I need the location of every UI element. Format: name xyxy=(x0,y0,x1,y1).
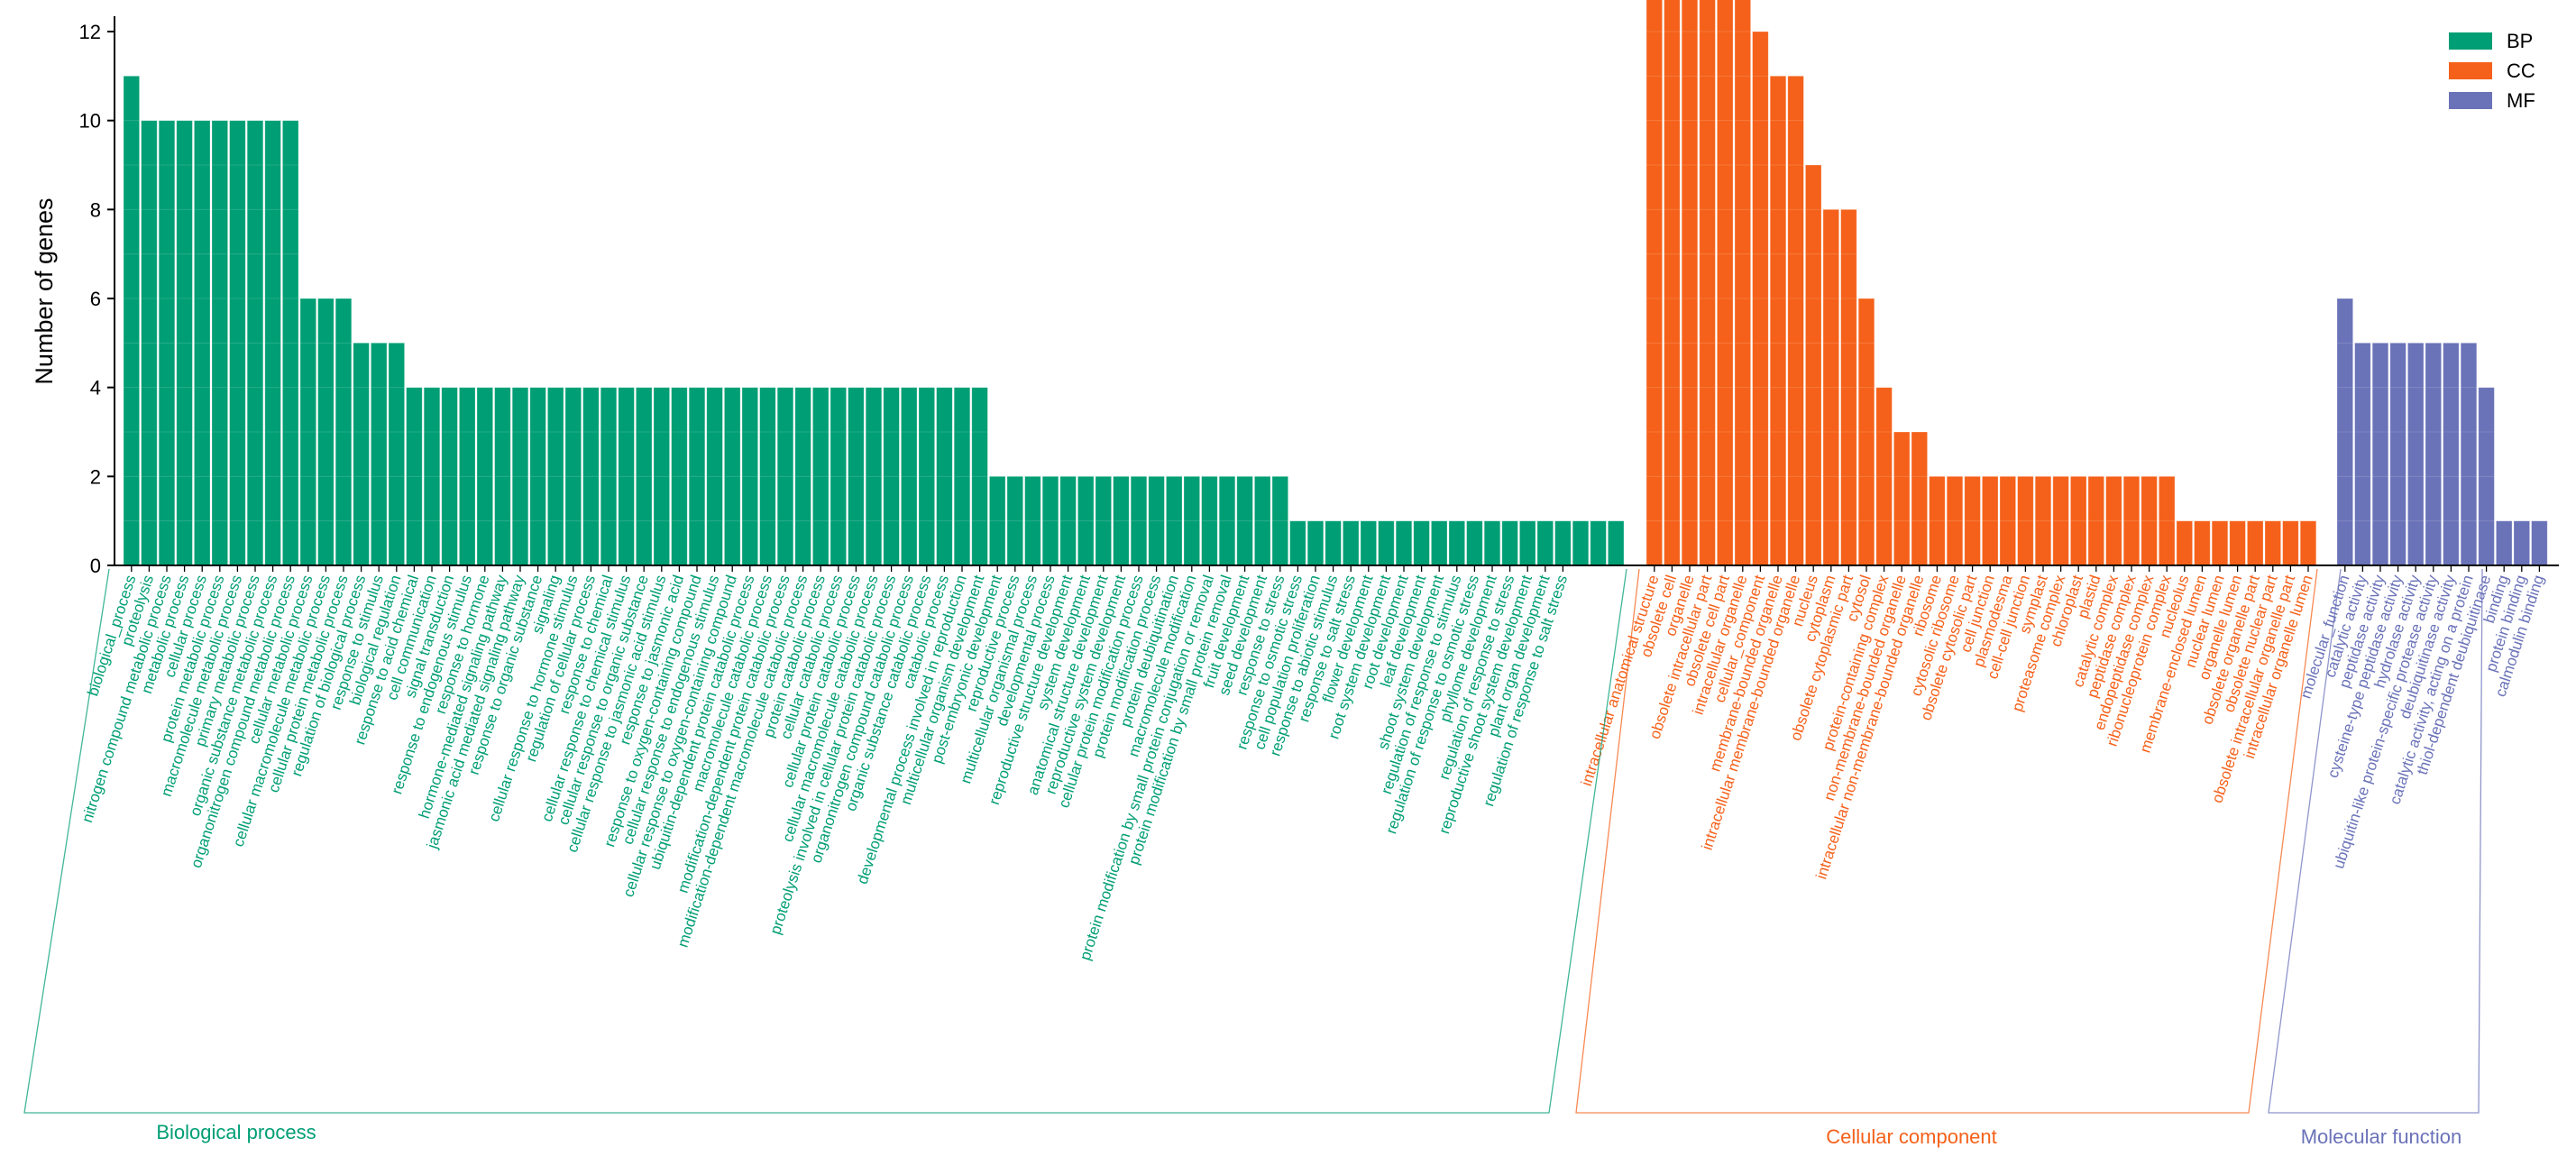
legend-swatch-cc xyxy=(2449,62,2492,79)
y-axis-label: Number of genes xyxy=(31,197,58,384)
bar-bp-0 xyxy=(123,75,141,566)
bar-cc-34 xyxy=(2246,520,2264,566)
bar-cc-14 xyxy=(1893,431,1911,566)
x-axis xyxy=(115,565,2559,572)
bar-bp-70 xyxy=(1360,520,1378,566)
group-brackets-layer: Biological process Cellular component Mole… xyxy=(23,568,2483,1148)
bar-bp-71 xyxy=(1378,520,1395,566)
bar-bp-81 xyxy=(1554,520,1572,566)
bars-layer xyxy=(123,0,2548,566)
bar-bp-76 xyxy=(1466,520,1483,566)
y-axis: 0 2 4 6 8 10 12 xyxy=(79,16,115,577)
bar-mf-3 xyxy=(2389,342,2406,566)
bar-cc-3 xyxy=(1699,0,1716,566)
y-tick-label: 4 xyxy=(90,377,101,399)
legend-swatch-bp xyxy=(2449,32,2492,50)
bar-bp-67 xyxy=(1306,520,1325,566)
bar-cc-2 xyxy=(1681,0,1699,566)
bar-cc-31 xyxy=(2194,520,2211,566)
bar-cc-35 xyxy=(2264,520,2282,566)
bar-bp-14 xyxy=(370,342,388,566)
bar-mf-4 xyxy=(2406,342,2425,566)
bar-mf-7 xyxy=(2460,342,2478,566)
bar-bp-66 xyxy=(1289,520,1306,566)
bar-cc-9 xyxy=(1805,164,1822,566)
bar-bp-74 xyxy=(1431,520,1448,566)
bar-cc-32 xyxy=(2211,520,2229,566)
bar-cc-4 xyxy=(1717,0,1734,566)
bar-bp-73 xyxy=(1413,520,1430,566)
legend-label-bp: BP xyxy=(2507,30,2533,52)
bar-mf-9 xyxy=(2495,520,2513,566)
legend-label-cc: CC xyxy=(2507,60,2535,82)
bar-cc-36 xyxy=(2282,520,2299,566)
bar-bp-15 xyxy=(388,342,406,566)
y-tick-label: 6 xyxy=(90,288,101,310)
bar-bp-79 xyxy=(1519,520,1536,566)
legend-swatch-mf xyxy=(2449,92,2492,109)
bar-cc-30 xyxy=(2176,520,2194,566)
bar-bp-77 xyxy=(1483,520,1501,566)
bar-bp-72 xyxy=(1395,520,1413,566)
bar-bp-13 xyxy=(353,342,370,566)
y-tick-label: 12 xyxy=(79,21,101,43)
y-tick-label: 8 xyxy=(90,198,101,221)
bar-cc-7 xyxy=(1769,75,1787,566)
group-bracket-mf xyxy=(2268,568,2483,1114)
bar-cc-5 xyxy=(1734,0,1752,566)
bar-bp-69 xyxy=(1343,520,1360,566)
bar-bp-82 xyxy=(1572,520,1590,566)
bar-mf-2 xyxy=(2371,342,2389,566)
bar-cc-33 xyxy=(2229,520,2246,566)
bar-bp-84 xyxy=(1608,520,1625,566)
group-label-bp: Biological process xyxy=(156,1121,316,1143)
bar-mf-5 xyxy=(2425,342,2443,566)
y-tick-label: 10 xyxy=(79,110,101,133)
bar-bp-68 xyxy=(1325,520,1342,566)
bar-mf-1 xyxy=(2354,342,2371,566)
bar-mf-11 xyxy=(2531,520,2548,566)
group-label-cc: Cellular component xyxy=(1826,1125,1997,1148)
bar-cc-0 xyxy=(1646,0,1664,566)
bar-cc-1 xyxy=(1664,0,1681,566)
x-tick-label-cc-0: intracellular anatomical structure xyxy=(1578,573,1663,788)
group-bracket-bp xyxy=(23,568,1627,1114)
bar-bp-83 xyxy=(1590,520,1607,566)
bar-bp-78 xyxy=(1501,520,1518,566)
legend: BP CC MF xyxy=(2449,30,2535,112)
y-tick-label: 2 xyxy=(90,465,101,488)
bar-mf-6 xyxy=(2443,342,2460,566)
bar-cc-15 xyxy=(1911,431,1929,566)
legend-label-mf: MF xyxy=(2507,89,2535,112)
group-bracket-cc xyxy=(1575,568,2318,1114)
bar-mf-10 xyxy=(2513,520,2531,566)
group-label-mf: Molecular function xyxy=(2301,1125,2462,1148)
y-tick-label: 0 xyxy=(90,555,101,577)
bar-bp-75 xyxy=(1448,520,1466,566)
bar-cc-8 xyxy=(1787,75,1804,566)
bar-cc-37 xyxy=(2299,520,2317,566)
bar-bp-80 xyxy=(1536,520,1554,566)
